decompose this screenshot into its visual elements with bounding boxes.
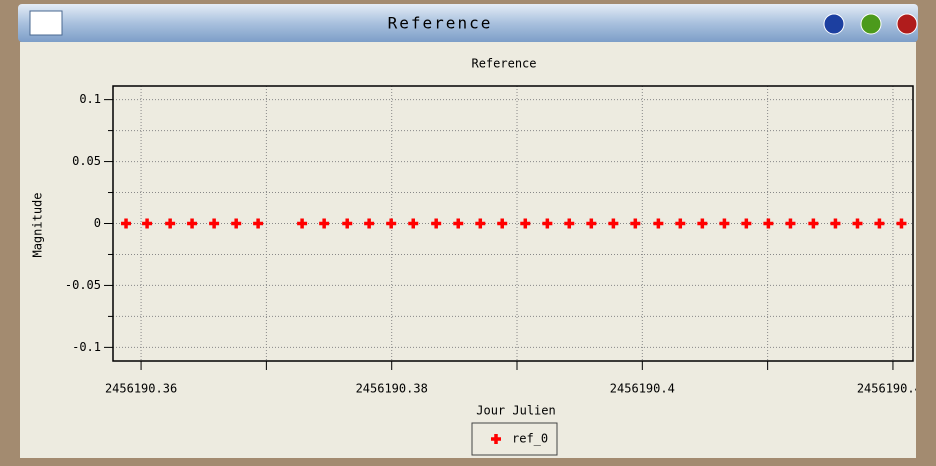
minimize-button[interactable] — [823, 13, 845, 35]
data-point — [675, 218, 686, 229]
data-point — [741, 218, 752, 229]
plot-frame — [112, 85, 914, 362]
legend-marker — [491, 434, 501, 444]
data-point — [808, 218, 819, 229]
data-point — [342, 218, 353, 229]
x-axis-label: Jour Julien — [476, 404, 555, 418]
data-point — [142, 218, 153, 229]
data-point — [852, 218, 863, 229]
y-tick-label: 0.05 — [72, 154, 101, 168]
legend-box — [471, 422, 558, 456]
data-point — [386, 218, 397, 229]
data-point — [586, 218, 597, 229]
data-point — [364, 218, 375, 229]
maximize-button[interactable] — [860, 13, 882, 35]
data-point — [542, 218, 553, 229]
x-tick-label: 2456190.36 — [105, 382, 177, 396]
data-point — [121, 218, 132, 229]
close-button[interactable] — [896, 13, 918, 35]
chart: Reference Jour Julien Magnitude 2456190.36 2… — [31, 57, 929, 456]
data-point — [874, 218, 885, 229]
data-point — [209, 218, 220, 229]
chart-title: Reference — [471, 57, 536, 71]
data-point — [453, 218, 464, 229]
data-point — [187, 218, 198, 229]
data-point — [431, 218, 442, 229]
data-point — [653, 218, 664, 229]
data-point — [253, 218, 264, 229]
title-bar — [18, 4, 918, 42]
y-axis-label: Magnitude — [31, 192, 45, 257]
data-point — [785, 218, 796, 229]
data-point — [520, 218, 531, 229]
data-point — [297, 218, 308, 229]
x-tick-label: 2456190.42 — [857, 382, 929, 396]
data-point — [165, 218, 176, 229]
data-point — [564, 218, 575, 229]
y-tick-label: 0 — [94, 216, 101, 230]
data-point — [408, 218, 419, 229]
data-point — [231, 218, 242, 229]
data-point — [608, 218, 619, 229]
y-tick-label: -0.1 — [72, 340, 101, 354]
data-point — [719, 218, 730, 229]
window-title: Reference — [388, 14, 493, 33]
data-point — [475, 218, 486, 229]
data-point — [763, 218, 774, 229]
y-tick-label: -0.05 — [65, 278, 101, 292]
data-point — [497, 218, 508, 229]
x-tick-label: 2456190.4 — [610, 382, 675, 396]
window-icon[interactable] — [29, 10, 63, 36]
data-point — [896, 218, 907, 229]
legend-label: ref_0 — [512, 432, 548, 446]
data-point — [697, 218, 708, 229]
x-tick-label: 2456190.38 — [356, 382, 428, 396]
data-point — [630, 218, 641, 229]
data-point — [830, 218, 841, 229]
data-point — [319, 218, 330, 229]
y-tick-label: 0.1 — [79, 92, 101, 106]
window-content — [20, 42, 916, 458]
